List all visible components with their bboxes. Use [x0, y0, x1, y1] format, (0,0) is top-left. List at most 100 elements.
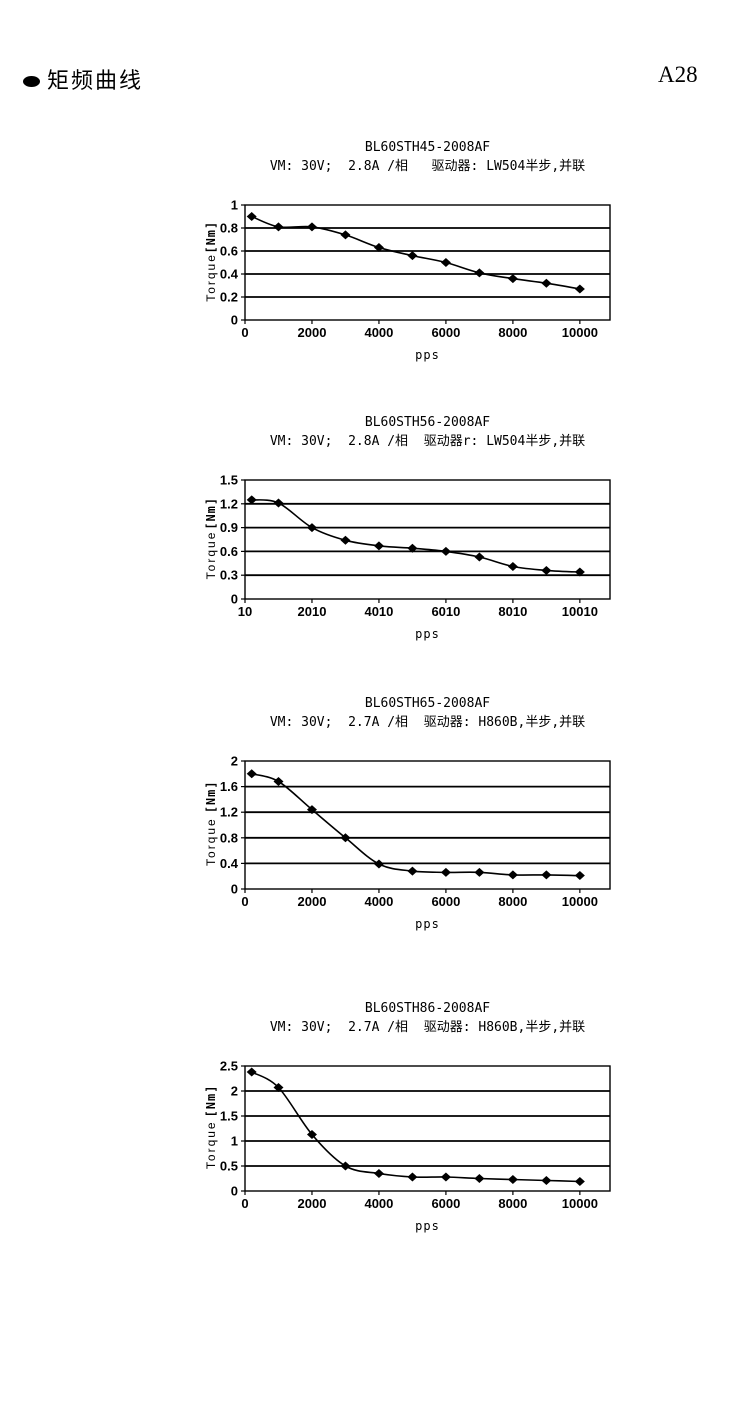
torque-curve: [251, 1071, 580, 1183]
data-point-marker: [474, 268, 485, 278]
y-tick-label: 2: [231, 1084, 238, 1099]
data-point-marker: [373, 541, 384, 551]
data-point-marker: [340, 230, 351, 240]
x-tick-label: 8000: [498, 1196, 527, 1211]
plot-border: [244, 1065, 611, 1192]
x-tick-label: 2000: [298, 1196, 327, 1211]
y-axis-unit: [Nm]: [204, 221, 218, 254]
data-point-marker: [541, 565, 552, 575]
x-tick-label: 8000: [498, 325, 527, 340]
y-tick-label: 0.2: [220, 290, 238, 305]
chart-bl60sth65-2008af: BL60STH65-2008AF VM: 30V; 2.7A /相 驱动器: H…: [185, 696, 655, 946]
data-point-marker: [474, 552, 485, 562]
y-tick-label: 0: [231, 882, 238, 897]
data-point-marker: [474, 867, 485, 877]
data-point-marker: [507, 1175, 518, 1184]
chart-subtitle: VM: 30V; 2.8A /相 驱动器: LW504半步,并联: [269, 159, 586, 174]
page-number: A28: [658, 62, 698, 87]
chart-title: BL60STH56-2008AF: [364, 415, 491, 430]
data-point-marker: [246, 495, 257, 505]
data-point-marker: [574, 871, 585, 881]
y-tick-label: 1.5: [220, 1109, 238, 1124]
data-point-marker: [273, 222, 284, 232]
x-axis-label: pps: [415, 348, 440, 362]
y-tick-label: 0.6: [220, 544, 238, 559]
plot-border: [244, 760, 611, 890]
y-tick-label: 0.6: [220, 244, 238, 259]
data-point-marker: [574, 1177, 585, 1186]
y-tick-label: 1.2: [220, 496, 238, 511]
data-point-marker: [541, 278, 552, 288]
torque-frequency-plot: 0 0.5 1 1.5 2 2.5 0 2000 4000 6000 8000 10000 pps [Nm…: [204, 1059, 611, 1233]
data-point-marker: [574, 284, 585, 294]
y-tick-label: 0.4: [220, 856, 239, 871]
torque-frequency-plot: 0 0.4 0.8 1.2 1.6 2 0 2000 4000 6000 8000 10000 pps […: [204, 754, 611, 931]
data-point-marker: [306, 523, 317, 533]
y-tick-label: 0.9: [220, 520, 238, 535]
data-point-marker: [574, 567, 585, 577]
x-tick-label: 2000: [298, 325, 327, 340]
data-point-marker: [474, 1174, 485, 1183]
x-tick-label: 0: [241, 1196, 248, 1211]
y-axis-label: Torque: [204, 253, 218, 302]
data-point-marker: [373, 859, 384, 869]
x-tick-label: 4000: [364, 894, 393, 909]
y-tick-label: 0.4: [220, 267, 239, 282]
data-point-marker: [373, 1169, 384, 1178]
x-tick-label: 10000: [562, 894, 598, 909]
data-point-marker: [273, 1083, 284, 1092]
x-tick-label: 6000: [431, 1196, 460, 1211]
data-point-marker: [407, 866, 418, 876]
chart-bl60sth45-2008af: BL60STH45-2008AF VM: 30V; 2.8A /相 驱动器: L…: [185, 140, 655, 390]
y-axis-unit: [Nm]: [204, 1085, 218, 1118]
data-point-marker: [507, 274, 518, 284]
data-point-marker: [440, 258, 451, 267]
torque-curve: [251, 773, 580, 877]
x-tick-label: 4000: [364, 325, 393, 340]
x-axis-label: pps: [415, 917, 440, 931]
data-point-marker: [306, 805, 317, 815]
x-tick-label: 8000: [498, 894, 527, 909]
y-tick-label: 2: [231, 754, 238, 769]
x-tick-label: 8010: [498, 604, 527, 619]
data-point-marker: [340, 1161, 351, 1171]
data-point-marker: [246, 212, 257, 221]
torque-frequency-plot: 0 0.2 0.4 0.6 0.8 1 0 2000 4000 6000 8000 10000 pps […: [204, 198, 611, 362]
x-tick-label: 10: [238, 604, 252, 619]
chart-subtitle: VM: 30V; 2.7A /相 驱动器: H860B,半步,并联: [269, 1020, 586, 1035]
y-axis-label: Torque: [204, 817, 218, 866]
x-tick-label: 6000: [431, 894, 460, 909]
chart-title: BL60STH65-2008AF: [364, 696, 491, 711]
data-point-marker: [340, 833, 351, 843]
data-point-marker: [246, 769, 257, 779]
chart-title: BL60STH86-2008AF: [364, 1001, 491, 1016]
x-tick-label: 6000: [431, 325, 460, 340]
data-point-marker: [273, 776, 284, 786]
x-tick-label: 10000: [562, 1196, 598, 1211]
torque-curve: [251, 499, 580, 573]
y-axis-unit: [Nm]: [204, 497, 218, 530]
chart-subtitle: VM: 30V; 2.7A /相 驱动器: H860B,半步,并联: [269, 715, 586, 730]
data-point-marker: [507, 561, 518, 571]
x-tick-label: 10000: [562, 325, 598, 340]
y-tick-label: 0.3: [220, 568, 238, 583]
chart-subtitle: VM: 30V; 2.8A /相 驱动器r: LW504半步,并联: [269, 434, 586, 449]
x-tick-label: 0: [241, 894, 248, 909]
data-point-marker: [440, 546, 451, 556]
data-point-marker: [340, 535, 351, 545]
y-tick-label: 0: [231, 313, 238, 328]
x-axis-label: pps: [415, 627, 440, 641]
x-tick-label: 4010: [364, 604, 393, 619]
chart-title: BL60STH45-2008AF: [364, 140, 491, 155]
y-tick-label: 0.8: [220, 221, 238, 236]
y-axis-unit: [Nm]: [204, 780, 218, 813]
data-point-marker: [440, 867, 451, 877]
bullet-icon: [23, 76, 40, 87]
y-tick-label: 0: [231, 1184, 238, 1199]
y-tick-label: 1: [231, 198, 238, 213]
y-axis-label: Torque: [204, 1120, 218, 1169]
x-tick-label: 2010: [298, 604, 327, 619]
y-tick-label: 2.5: [220, 1059, 238, 1074]
data-point-marker: [306, 1130, 317, 1139]
